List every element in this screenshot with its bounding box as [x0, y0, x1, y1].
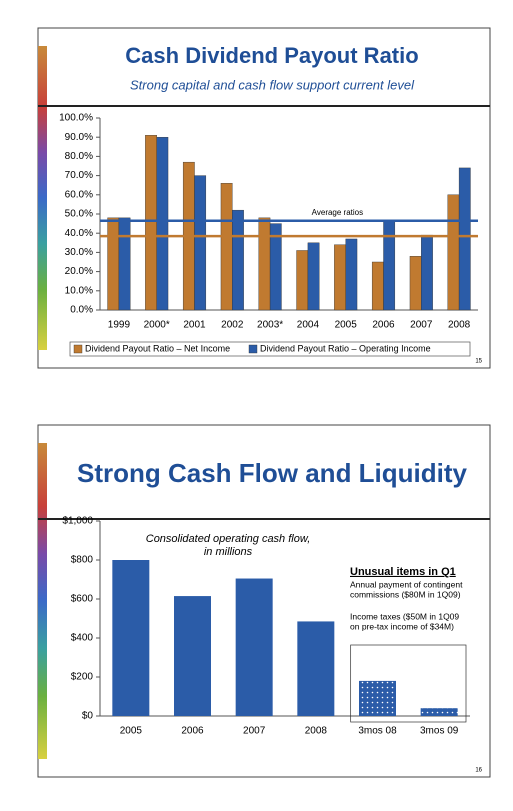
y-tick-label: $600: [71, 594, 94, 605]
x-tick-label: 2006: [181, 726, 204, 737]
slide-strip: [38, 443, 47, 759]
y-tick-label: 90.0%: [65, 132, 93, 143]
bar: [409, 256, 422, 311]
x-tick-label: 2008: [448, 320, 471, 331]
x-tick-label: 2004: [297, 320, 320, 331]
bar: [296, 250, 309, 311]
page-number: 16: [475, 768, 482, 774]
bar: [232, 209, 244, 311]
bar: [447, 194, 460, 311]
bar: [334, 244, 346, 311]
y-tick-label: 60.0%: [65, 189, 93, 200]
bar: [145, 135, 157, 311]
bar: [118, 217, 131, 311]
y-tick-label: 50.0%: [65, 209, 93, 220]
slide-strip: [38, 46, 47, 350]
legend-label: Dividend Payout Ratio – Operating Income: [260, 343, 431, 353]
bar: [194, 175, 207, 311]
slide-subtitle: Strong capital and cash flow support cur…: [130, 77, 415, 92]
legend-swatch: [73, 344, 83, 354]
y-tick-label: 20.0%: [65, 266, 93, 277]
x-tick-label: 1999: [108, 320, 131, 331]
bar: [107, 217, 120, 311]
bar: [420, 708, 458, 716]
bar: [297, 621, 335, 716]
legend-frame: [69, 341, 471, 357]
x-tick-label: 2001: [183, 320, 206, 331]
bar: [359, 680, 396, 716]
bar: [156, 136, 169, 311]
bar: [269, 223, 282, 311]
note-text: on pre-tax income of $34M): [350, 621, 454, 631]
y-tick-label: 0.0%: [70, 305, 93, 316]
y-tick-label: $800: [71, 555, 94, 566]
reference-label: Average ratios: [312, 208, 363, 217]
bar: [458, 167, 471, 311]
slide-title: Strong Cash Flow and Liquidity: [77, 458, 468, 488]
x-tick-label: 3mos 08: [358, 726, 397, 737]
bar: [220, 183, 233, 311]
x-tick-label: 2008: [305, 726, 328, 737]
x-tick-label: 2007: [243, 726, 266, 737]
y-tick-label: 100.0%: [59, 113, 93, 124]
highlight-box: [350, 644, 467, 723]
slide-frame: [37, 27, 491, 369]
bar: [421, 234, 433, 311]
x-tick-label: 2005: [120, 726, 143, 737]
chart-caption: Consolidated operating cash flow,: [146, 533, 311, 545]
bar: [174, 596, 211, 716]
bar: [307, 242, 320, 311]
x-tick-label: 2000*: [144, 320, 170, 331]
bar: [371, 261, 384, 311]
bar: [112, 560, 150, 716]
y-tick-label: 30.0%: [65, 247, 93, 258]
note-text: Income taxes ($50M in 1Q09: [350, 611, 459, 621]
x-tick-label: 2003*: [257, 320, 283, 331]
y-tick-label: 10.0%: [65, 285, 93, 296]
y-tick-label: 70.0%: [65, 170, 93, 181]
legend-label: Dividend Payout Ratio – Net Income: [85, 343, 230, 353]
x-tick-label: 2002: [221, 320, 244, 331]
x-tick-label: 2007: [410, 320, 433, 331]
page-number: 15: [475, 359, 482, 365]
legend-swatch: [248, 344, 258, 354]
x-tick-label: 2006: [372, 320, 395, 331]
y-tick-label: $200: [71, 672, 94, 683]
bar: [345, 238, 358, 311]
x-tick-label: 2005: [335, 320, 358, 331]
slide-title: Cash Dividend Payout Ratio: [125, 43, 418, 68]
bar: [258, 217, 271, 311]
y-tick-label: $1,000: [62, 516, 93, 527]
y-tick-label: 40.0%: [65, 228, 93, 239]
y-tick-label: 80.0%: [65, 151, 93, 162]
note-heading: Unusual items in Q1: [350, 566, 456, 578]
chart-caption: in millions: [204, 546, 253, 558]
x-tick-label: 3mos 09: [420, 726, 459, 737]
y-tick-label: $0: [82, 711, 94, 722]
note-text: Annual payment of contingent: [350, 579, 463, 589]
y-tick-label: $400: [71, 633, 94, 644]
note-text: commissions ($80M in 1Q09): [350, 589, 461, 599]
bar: [235, 578, 273, 716]
label-bg: [309, 207, 372, 218]
